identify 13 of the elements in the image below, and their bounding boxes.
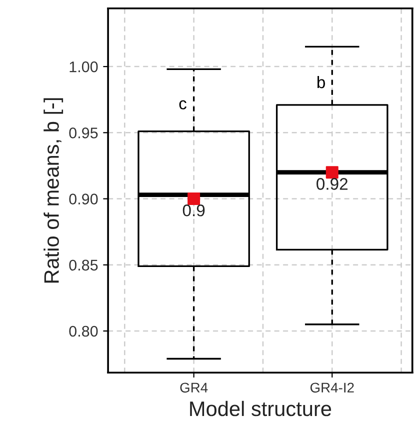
y-tick-label: 0.80 (69, 326, 98, 337)
y-tick-label: 0.95 (69, 128, 98, 138)
y-tick-label: 1.00 (70, 61, 98, 72)
y-tick-label: 0.90 (69, 194, 98, 204)
x-tick-label: GR4 (180, 382, 208, 393)
data-label: 0.92 (316, 178, 348, 190)
annotation: c (179, 100, 186, 110)
annotation: b (318, 76, 325, 88)
x-tick-label: GR4-I2 (310, 382, 354, 393)
y-tick-label: 0.85 (69, 260, 98, 271)
y-axis-title: Ratio of means, b [-] (44, 98, 64, 283)
x-axis-title: Model structure (190, 400, 332, 416)
data-label: 0.9 (182, 204, 205, 216)
